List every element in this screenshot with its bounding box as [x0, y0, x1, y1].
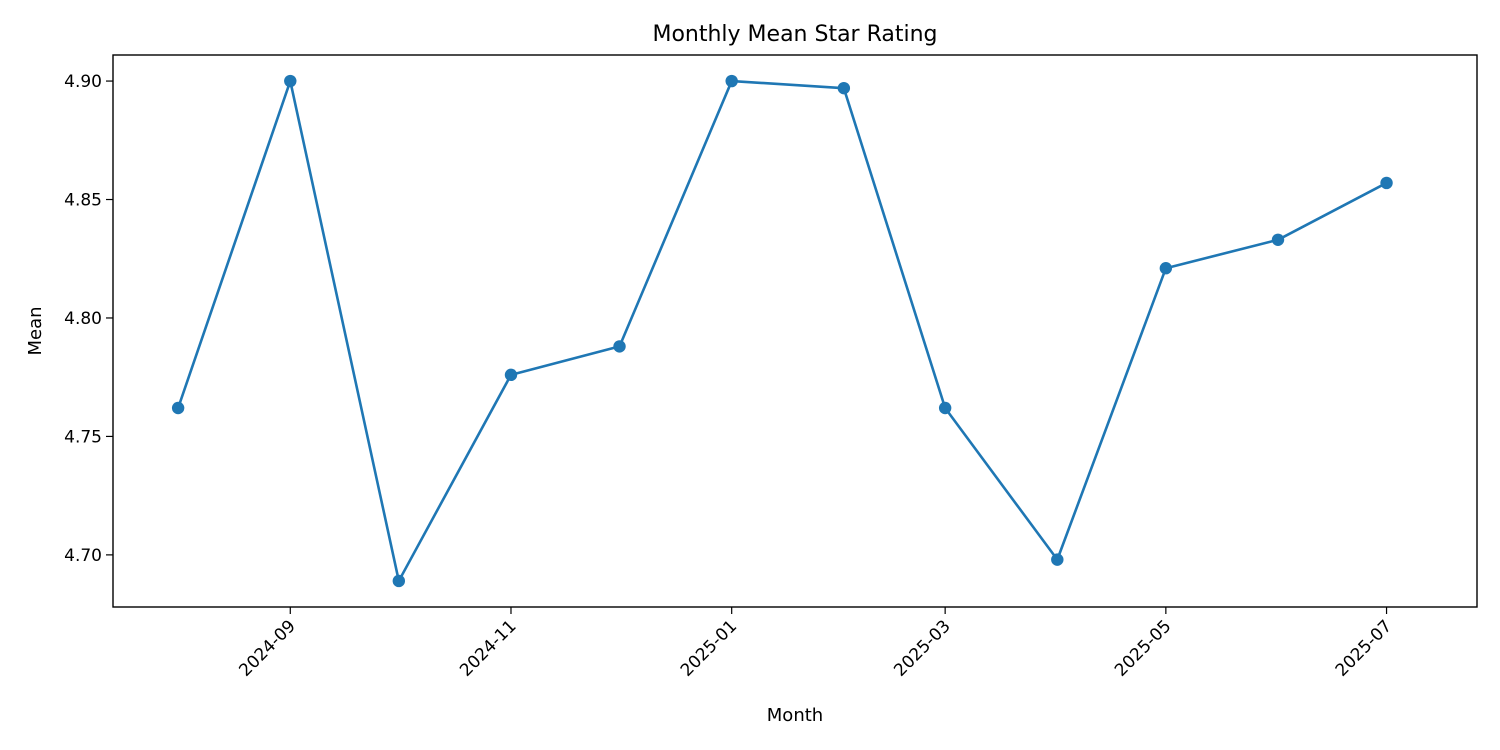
- data-point: [837, 81, 851, 95]
- data-point: [725, 74, 738, 88]
- data-point: [1380, 176, 1393, 190]
- x-axis-label: Month: [767, 705, 823, 726]
- x-tick-label: 2025-05: [1111, 616, 1175, 680]
- data-point: [1271, 233, 1285, 246]
- series-line: [176, 79, 1388, 583]
- data-point: [504, 368, 518, 382]
- series-markers: [171, 74, 1393, 588]
- y-tick-label: 4.85: [64, 191, 102, 211]
- x-tick-label: 2024-11: [456, 616, 520, 680]
- y-tick-label: 4.80: [64, 309, 102, 329]
- data-point: [938, 401, 952, 415]
- y-axis: 4.70 4.75 4.80 4.85 4.90: [64, 72, 113, 566]
- y-tick-label: 4.70: [64, 546, 102, 566]
- chart-title: Monthly Mean Star Rating: [652, 22, 937, 47]
- y-tick-label: 4.75: [64, 427, 102, 447]
- data-point: [171, 401, 185, 415]
- data-point: [284, 74, 297, 88]
- y-tick-label: 4.90: [64, 72, 102, 92]
- x-tick-label: 2025-03: [890, 616, 954, 680]
- y-axis-label: Mean: [25, 306, 46, 355]
- plot-area: [112, 54, 1478, 608]
- x-axis: 2024-09 2024-11 2025-01 2025-03 2025-05 2025-…: [235, 607, 1396, 681]
- data-point: [392, 574, 406, 588]
- data-point: [613, 340, 626, 353]
- x-tick-label: 2024-09: [235, 616, 299, 680]
- data-point: [1159, 262, 1173, 275]
- x-tick-label: 2025-01: [677, 616, 741, 680]
- data-point: [1051, 553, 1064, 566]
- x-tick-label: 2025-07: [1332, 616, 1396, 680]
